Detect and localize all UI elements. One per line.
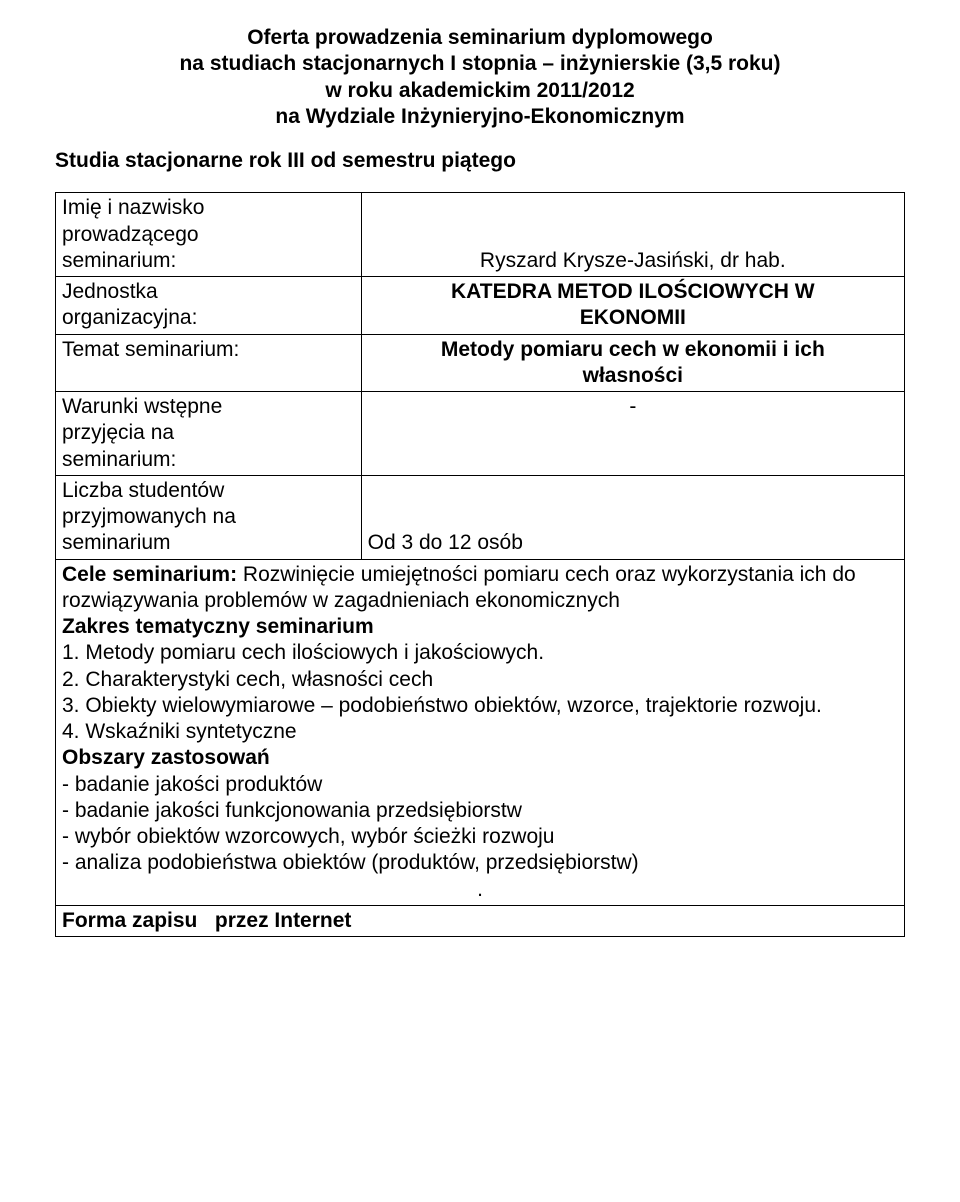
seminar-table: Imię i nazwisko prowadzącego seminarium:…: [55, 192, 905, 937]
table-row: Imię i nazwisko prowadzącego seminarium:…: [56, 193, 905, 277]
label-unit: Jednostka organizacyjna:: [56, 277, 362, 335]
document-subheader: Studia stacjonarne rok III od semestru p…: [55, 148, 905, 174]
table-row: Temat seminarium: Metody pomiaru cech w …: [56, 334, 905, 392]
goals-lead: Cele seminarium: Rozwinięcie umiejętnośc…: [62, 562, 898, 615]
scope-item: 3. Obiekty wielowymiarowe – podobieństwo…: [62, 693, 898, 719]
area-item: - badanie jakości funkcjonowania przedsi…: [62, 798, 898, 824]
value-topic: Metody pomiaru cech w ekonomii i ich wła…: [361, 334, 904, 392]
label-name: Imię i nazwisko prowadzącego seminarium:: [56, 193, 362, 277]
document-header: Oferta prowadzenia seminarium dyplomoweg…: [55, 25, 905, 130]
header-line-3: w roku akademickim 2011/2012: [55, 78, 905, 104]
scope-item: 1. Metody pomiaru cech ilościowych i jak…: [62, 640, 898, 666]
value-unit: KATEDRA METOD ILOŚCIOWYCH W EKONOMII: [361, 277, 904, 335]
label-topic: Temat seminarium:: [56, 334, 362, 392]
header-line-1: Oferta prowadzenia seminarium dyplomoweg…: [55, 25, 905, 51]
goals-cell: Cele seminarium: Rozwinięcie umiejętnośc…: [56, 559, 905, 905]
header-line-4: na Wydziale Inżynieryjno-Ekonomicznym: [55, 104, 905, 130]
value-prereq: -: [361, 392, 904, 476]
scope-item: 2. Charakterystyki cech, własności cech: [62, 667, 898, 693]
label-count: Liczba studentów przyjmowanych na semina…: [56, 475, 362, 559]
area-item: - analiza podobieństwa obiektów (produkt…: [62, 850, 898, 876]
value-count: Od 3 do 12 osób: [361, 475, 904, 559]
table-row: Liczba studentów przyjmowanych na semina…: [56, 475, 905, 559]
table-row-forma: Forma zapisu przez Internet: [56, 905, 905, 936]
trailing-dot: .: [62, 877, 898, 903]
table-row: Jednostka organizacyjna: KATEDRA METOD I…: [56, 277, 905, 335]
scope-heading: Zakres tematyczny seminarium: [62, 614, 898, 640]
label-prereq: Warunki wstępne przyjęcia na seminarium:: [56, 392, 362, 476]
table-row: Warunki wstępne przyjęcia na seminarium:…: [56, 392, 905, 476]
scope-item: 4. Wskaźniki syntetyczne: [62, 719, 898, 745]
table-row-goals: Cele seminarium: Rozwinięcie umiejętnośc…: [56, 559, 905, 905]
value-name: Ryszard Krysze-Jasiński, dr hab.: [361, 193, 904, 277]
header-line-2: na studiach stacjonarnych I stopnia – in…: [55, 51, 905, 77]
area-item: - wybór obiektów wzorcowych, wybór ścież…: [62, 824, 898, 850]
forma-cell: Forma zapisu przez Internet: [56, 905, 905, 936]
areas-heading: Obszary zastosowań: [62, 745, 898, 771]
area-item: - badanie jakości produktów: [62, 772, 898, 798]
